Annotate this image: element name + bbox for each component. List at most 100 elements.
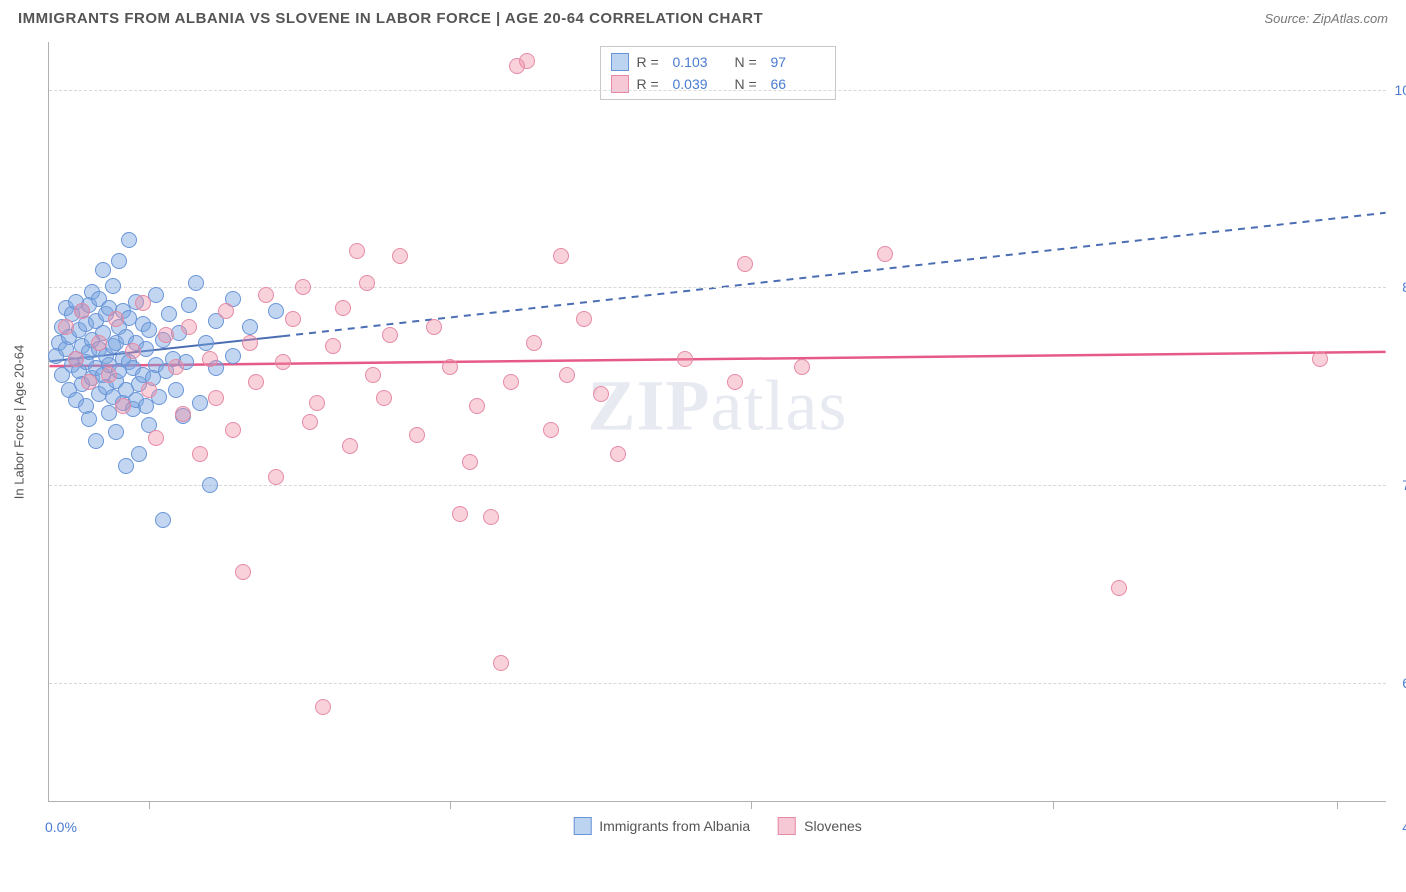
data-point [148,430,164,446]
r-value: 0.103 [673,54,727,70]
data-point [108,424,124,440]
data-point [81,374,97,390]
data-point [192,395,208,411]
data-point [493,655,509,671]
data-point [235,564,251,580]
data-point [111,253,127,269]
chart-title: IMMIGRANTS FROM ALBANIA VS SLOVENE IN LA… [18,10,763,27]
data-point [593,386,609,402]
gridline [49,485,1386,486]
scatter-chart: In Labor Force | Age 20-64 ZIPatlas R =0… [48,42,1386,802]
data-point [81,411,97,427]
data-point [309,395,325,411]
data-point [175,406,191,422]
x-tick [1053,801,1054,809]
data-point [95,262,111,278]
data-point [737,256,753,272]
legend-row: R =0.039N =66 [611,73,825,95]
data-point [181,297,197,313]
data-point [121,232,137,248]
data-point [141,382,157,398]
y-axis-label: In Labor Force | Age 20-64 [12,344,27,498]
data-point [275,354,291,370]
data-point [325,338,341,354]
legend-swatch [611,53,629,71]
legend-label: Slovenes [804,818,862,834]
data-point [242,319,258,335]
data-point [877,246,893,262]
data-point [1111,580,1127,596]
data-point [181,319,197,335]
x-tick [751,801,752,809]
data-point [158,327,174,343]
data-point [526,335,542,351]
data-point [198,335,214,351]
data-point [225,422,241,438]
source-attribution: Source: ZipAtlas.com [1264,11,1388,26]
data-point [553,248,569,264]
data-point [349,243,365,259]
data-point [125,343,141,359]
data-point [559,367,575,383]
data-point [135,295,151,311]
data-point [483,509,499,525]
data-point [268,469,284,485]
x-axis-max-label: 40.0% [1402,819,1406,835]
data-point [503,374,519,390]
data-point [155,512,171,528]
data-point [168,359,184,375]
y-tick-label: 100.0% [1395,82,1406,98]
data-point [268,303,284,319]
legend-swatch [573,817,591,835]
data-point [202,477,218,493]
data-point [248,374,264,390]
data-point [208,390,224,406]
data-point [426,319,442,335]
gridline [49,287,1386,288]
data-point [202,351,218,367]
data-point [131,446,147,462]
y-tick-label: 87.5% [1402,279,1406,295]
data-point [677,351,693,367]
gridline [49,683,1386,684]
data-point [452,506,468,522]
data-point [610,446,626,462]
legend-label: Immigrants from Albania [599,818,750,834]
data-point [68,351,84,367]
n-label: N = [735,54,763,70]
data-point [442,359,458,375]
data-point [409,427,425,443]
data-point [794,359,810,375]
data-point [315,699,331,715]
data-point [392,248,408,264]
data-point [168,382,184,398]
data-point [365,367,381,383]
data-point [105,278,121,294]
data-point [302,414,318,430]
legend-row: R =0.103N =97 [611,51,825,73]
data-point [242,335,258,351]
data-point [285,311,301,327]
trend-lines [49,42,1386,801]
r-label: R = [637,54,665,70]
data-point [218,303,234,319]
data-point [188,275,204,291]
legend-swatch [778,817,796,835]
series-legend: Immigrants from Albania Slovenes [573,817,862,835]
legend-item: Immigrants from Albania [573,817,750,835]
data-point [74,303,90,319]
y-tick-label: 75.0% [1402,477,1406,493]
data-point [1312,351,1328,367]
x-axis-min-label: 0.0% [45,819,77,835]
data-point [519,53,535,69]
legend-item: Slovenes [778,817,862,835]
y-tick-label: 62.5% [1402,675,1406,691]
data-point [58,319,74,335]
gridline [49,90,1386,91]
data-point [118,458,134,474]
watermark: ZIPatlas [588,365,848,448]
correlation-legend: R =0.103N =97R =0.039N =66 [600,46,836,100]
data-point [91,335,107,351]
data-point [342,438,358,454]
data-point [192,446,208,462]
